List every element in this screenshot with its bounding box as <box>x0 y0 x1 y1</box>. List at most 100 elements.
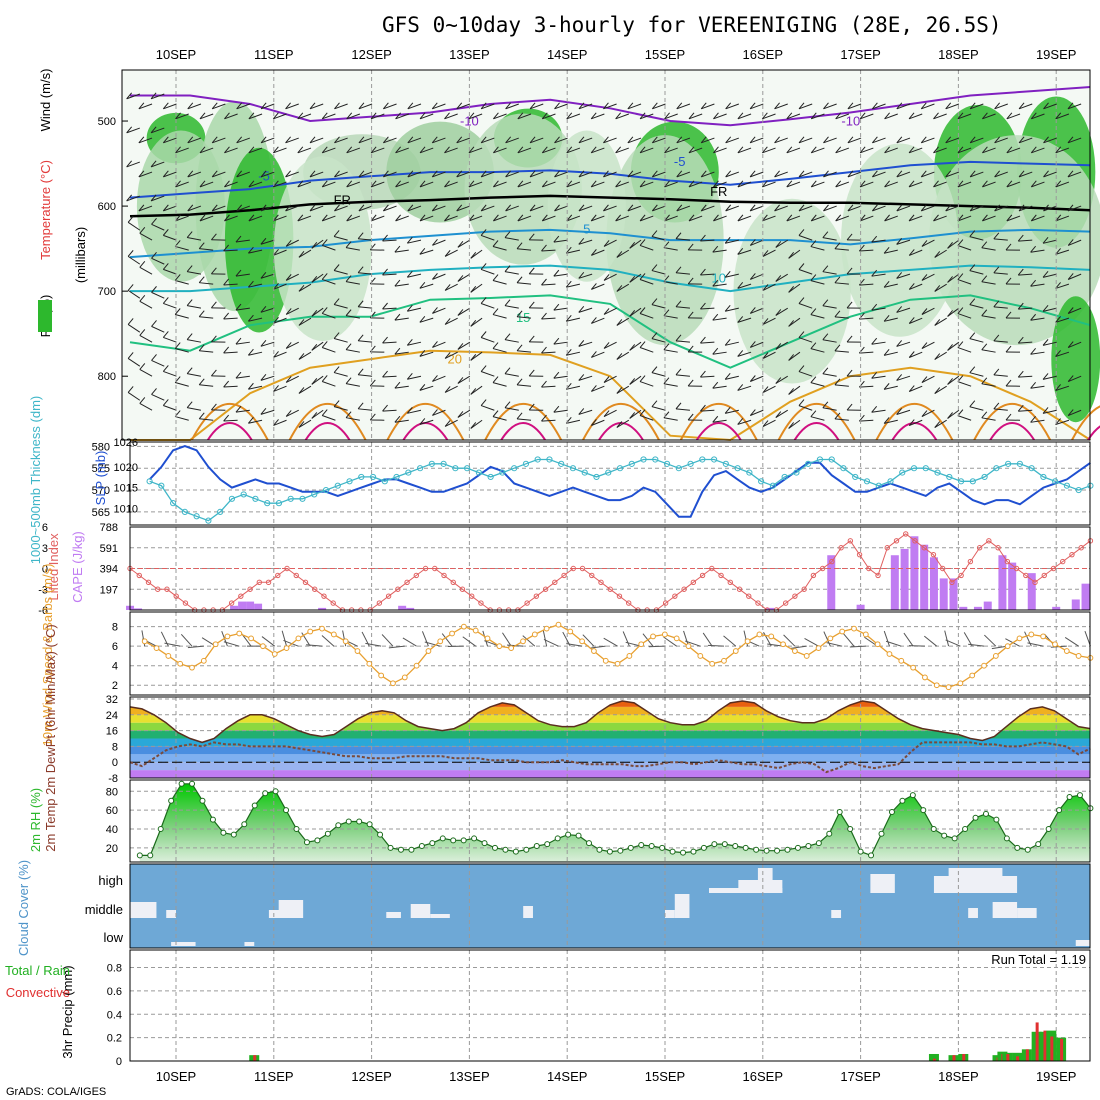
wind-barb-flag <box>663 343 670 351</box>
wind-barb <box>884 113 898 120</box>
wind-barb <box>712 351 727 355</box>
wind-barb <box>823 205 837 212</box>
wind-barb <box>651 270 666 275</box>
wind-barb-flag <box>834 378 841 386</box>
wind-barb <box>788 385 801 395</box>
lifted-index-point <box>856 551 863 558</box>
wind-barb <box>370 147 385 154</box>
wind-barb-flag <box>761 146 768 154</box>
wind-barb-flag <box>273 385 279 392</box>
wind-barb-flag <box>724 236 731 244</box>
wind-barb-flag <box>358 136 365 144</box>
wind-barb <box>394 317 409 321</box>
thickness-point <box>863 478 871 485</box>
wind-barb <box>835 147 850 154</box>
wind-barb-flag <box>982 180 988 188</box>
wind-barb-flag <box>993 300 1000 308</box>
wind-barb <box>578 375 593 381</box>
wind-barb-10m <box>823 631 831 647</box>
wind-barb <box>798 303 813 309</box>
wind-barb-flag <box>493 146 499 154</box>
thickness-point <box>640 456 647 463</box>
lifted-index-point <box>404 579 410 586</box>
wind-barb <box>358 340 373 343</box>
wind-barb-flag <box>651 230 658 237</box>
wind-barb <box>810 314 825 319</box>
wind-barb-flag <box>162 204 169 212</box>
wind-barb-flag <box>675 232 682 240</box>
wind-barb-10m <box>723 635 737 647</box>
wind-barb-flag <box>1030 313 1037 321</box>
wind-barb <box>774 103 788 110</box>
wind-barb-flag <box>150 92 157 100</box>
wind-speed-point <box>283 645 290 652</box>
rh-point <box>251 802 258 809</box>
rh-tick: 40 <box>106 824 118 836</box>
wind-barb <box>175 215 189 222</box>
wind-barb <box>921 341 935 349</box>
wind-barb-flag <box>908 419 915 426</box>
rh-point <box>742 844 749 851</box>
wind-barb-flag <box>578 272 585 279</box>
wind-barb <box>175 181 189 188</box>
wind-barb <box>481 137 495 144</box>
wind-barb-flag <box>248 214 255 222</box>
wind-barb-flag <box>553 303 560 311</box>
wind-barb <box>1042 375 1057 380</box>
isotherm-FR <box>129 194 1091 218</box>
wind-barb-flag <box>334 204 340 212</box>
wind-barb <box>395 113 409 120</box>
cloud-block <box>674 894 690 918</box>
wind-barb <box>470 351 483 361</box>
rh-point <box>314 837 321 844</box>
wind-barb-flag <box>394 279 401 287</box>
wind-barb-flag <box>651 136 658 144</box>
wind-barb <box>750 409 764 416</box>
wind-barb <box>627 171 642 178</box>
wind-barb <box>163 171 177 178</box>
wind-barb <box>346 147 361 154</box>
wind-barb <box>1006 113 1021 120</box>
rh-point <box>272 788 279 795</box>
wind-barb-flag <box>321 214 328 222</box>
wind-barb <box>566 419 581 424</box>
wind-barb <box>175 245 189 251</box>
wind-barb <box>713 113 727 120</box>
wind-barb-flag <box>554 170 560 178</box>
lifted-index-point <box>1032 579 1038 586</box>
wind-barb-10m <box>783 634 796 647</box>
lifted-index-point <box>810 572 817 579</box>
wind-barb <box>908 215 923 222</box>
wind-barb-flag <box>846 369 853 377</box>
wind-barb-flag <box>945 136 952 144</box>
wind-barb-flag <box>933 112 939 120</box>
wind-barb-flag <box>578 306 585 313</box>
wind-barb-flag <box>810 180 817 188</box>
wind-barb <box>273 317 287 324</box>
wind-barb <box>370 215 385 222</box>
wind-barb-flag <box>858 244 865 252</box>
wind-barb <box>737 317 752 323</box>
wind-speed-point <box>484 635 491 642</box>
pressure-tick: 600 <box>98 201 116 213</box>
temp-tick: -8 <box>108 773 118 785</box>
cape-bar <box>254 603 263 610</box>
wind-barb-flag <box>311 412 318 419</box>
wind-barb-flag <box>358 102 365 110</box>
wind-barb-flag <box>871 235 878 243</box>
wind-barb-flag <box>480 204 487 212</box>
thickness-point <box>369 473 377 481</box>
wind-barb-flag <box>629 412 636 419</box>
wind-barb <box>309 103 324 110</box>
wind-barb <box>553 273 568 277</box>
wind-barb-flag <box>615 214 622 222</box>
wind-barb-flag <box>541 278 547 286</box>
wind-barb <box>725 239 739 244</box>
wind-barb-flag <box>724 338 731 346</box>
thickness-point <box>828 456 835 463</box>
thickness-point <box>181 508 188 515</box>
thickness-point <box>205 517 212 524</box>
wind-barb-flag <box>578 408 585 415</box>
wind-barb <box>896 103 911 110</box>
wind-barb-flag <box>788 422 795 429</box>
